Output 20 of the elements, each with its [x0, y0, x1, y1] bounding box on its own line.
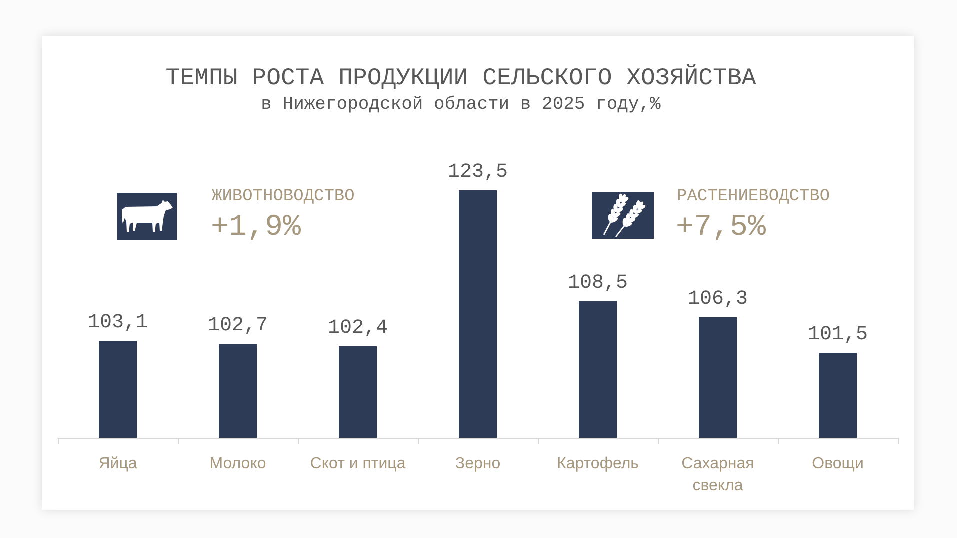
data-label: 103,1	[88, 312, 148, 335]
data-label: 106,3	[688, 288, 748, 312]
x-tick-label: Молоко	[210, 456, 266, 472]
data-label: 108,5	[568, 272, 628, 295]
x-tick-label: Зерно	[455, 456, 501, 472]
chart-title: ТЕМПЫ РОСТА ПРОДУКЦИИ СЕЛЬСКОГО ХОЗЯЙСТВА	[166, 64, 757, 92]
annotation: РАСТЕНИЕВОДСТВО	[677, 188, 830, 206]
data-label: 102,7	[208, 314, 268, 338]
annotation: +7,5%	[676, 211, 768, 245]
annotation: ЖИВОТНОВОДСТВО	[212, 188, 355, 206]
x-tick-label: Яйца	[98, 456, 138, 472]
chart-subtitle: в Нижегородской области в 2025 году,%	[261, 95, 662, 115]
x-tick-label: Овощи	[812, 456, 864, 472]
x-tick-label: Картофель	[556, 456, 640, 472]
x-tick-label: Сахарная свекла	[682, 456, 754, 494]
data-label: 123,5	[448, 160, 508, 184]
data-label: 101,5	[808, 324, 868, 347]
x-tick-label: Скот и птица	[310, 456, 406, 472]
annotation: +1,9%	[211, 211, 302, 245]
data-label: 102,4	[328, 316, 388, 340]
